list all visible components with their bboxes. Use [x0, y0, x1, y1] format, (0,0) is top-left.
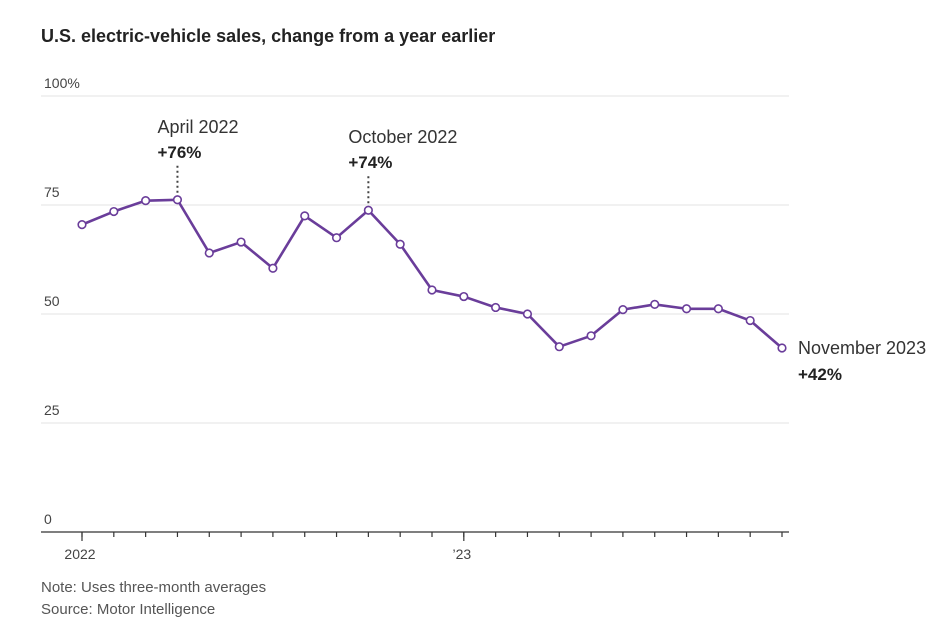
- x-tick-label: 2022: [64, 546, 95, 562]
- chart-note: Note: Uses three-month averages: [41, 579, 266, 596]
- data-point: [77, 220, 87, 230]
- data-point: [554, 342, 564, 352]
- data-point: [141, 196, 151, 206]
- y-tick-label: 50: [44, 293, 60, 309]
- data-point: [681, 304, 692, 314]
- data-point: [745, 315, 755, 326]
- data-point: [331, 233, 342, 243]
- y-axis-ticks: 0 25 50 75 100%: [44, 75, 80, 527]
- data-point: [586, 331, 596, 341]
- y-tick-label: 75: [44, 184, 60, 200]
- data-point: [618, 305, 628, 315]
- gridlines: [41, 95, 789, 424]
- data-point: [650, 299, 660, 310]
- data-point: [236, 237, 246, 247]
- data-point: [395, 239, 405, 249]
- data-point: [109, 206, 119, 217]
- y-tick-label: 0: [44, 511, 52, 527]
- data-point: [522, 309, 533, 319]
- data-point: [300, 211, 310, 221]
- chart-source: Source: Motor Intelligence: [41, 601, 215, 618]
- annotations: April 2022 +76% October 2022 +74% November 2…: [157, 117, 926, 384]
- annotation-date: November 2023: [798, 338, 926, 358]
- y-tick-label: 100%: [44, 75, 80, 91]
- series-line: [81, 198, 783, 349]
- data-point: [268, 263, 278, 273]
- data-point: [491, 302, 501, 313]
- annotation-date: April 2022: [157, 117, 238, 137]
- annotation-value: +42%: [798, 365, 842, 384]
- chart-title: U.S. electric-vehicle sales, change from…: [41, 26, 495, 46]
- x-axis: 2022 ’23: [41, 531, 789, 562]
- data-points: [77, 195, 787, 353]
- data-point: [172, 195, 183, 205]
- data-point: [713, 304, 723, 314]
- data-point: [777, 343, 787, 353]
- x-tick-label: ’23: [452, 546, 471, 562]
- annotation-date: October 2022: [348, 127, 457, 147]
- data-point: [427, 285, 437, 295]
- annotation-value: +74%: [348, 153, 392, 172]
- data-point: [363, 205, 373, 215]
- annotation-value: +76%: [157, 143, 201, 162]
- data-point: [204, 248, 214, 258]
- annotation-leaders: [176, 165, 370, 205]
- y-tick-label: 25: [44, 402, 60, 418]
- data-point: [459, 291, 469, 302]
